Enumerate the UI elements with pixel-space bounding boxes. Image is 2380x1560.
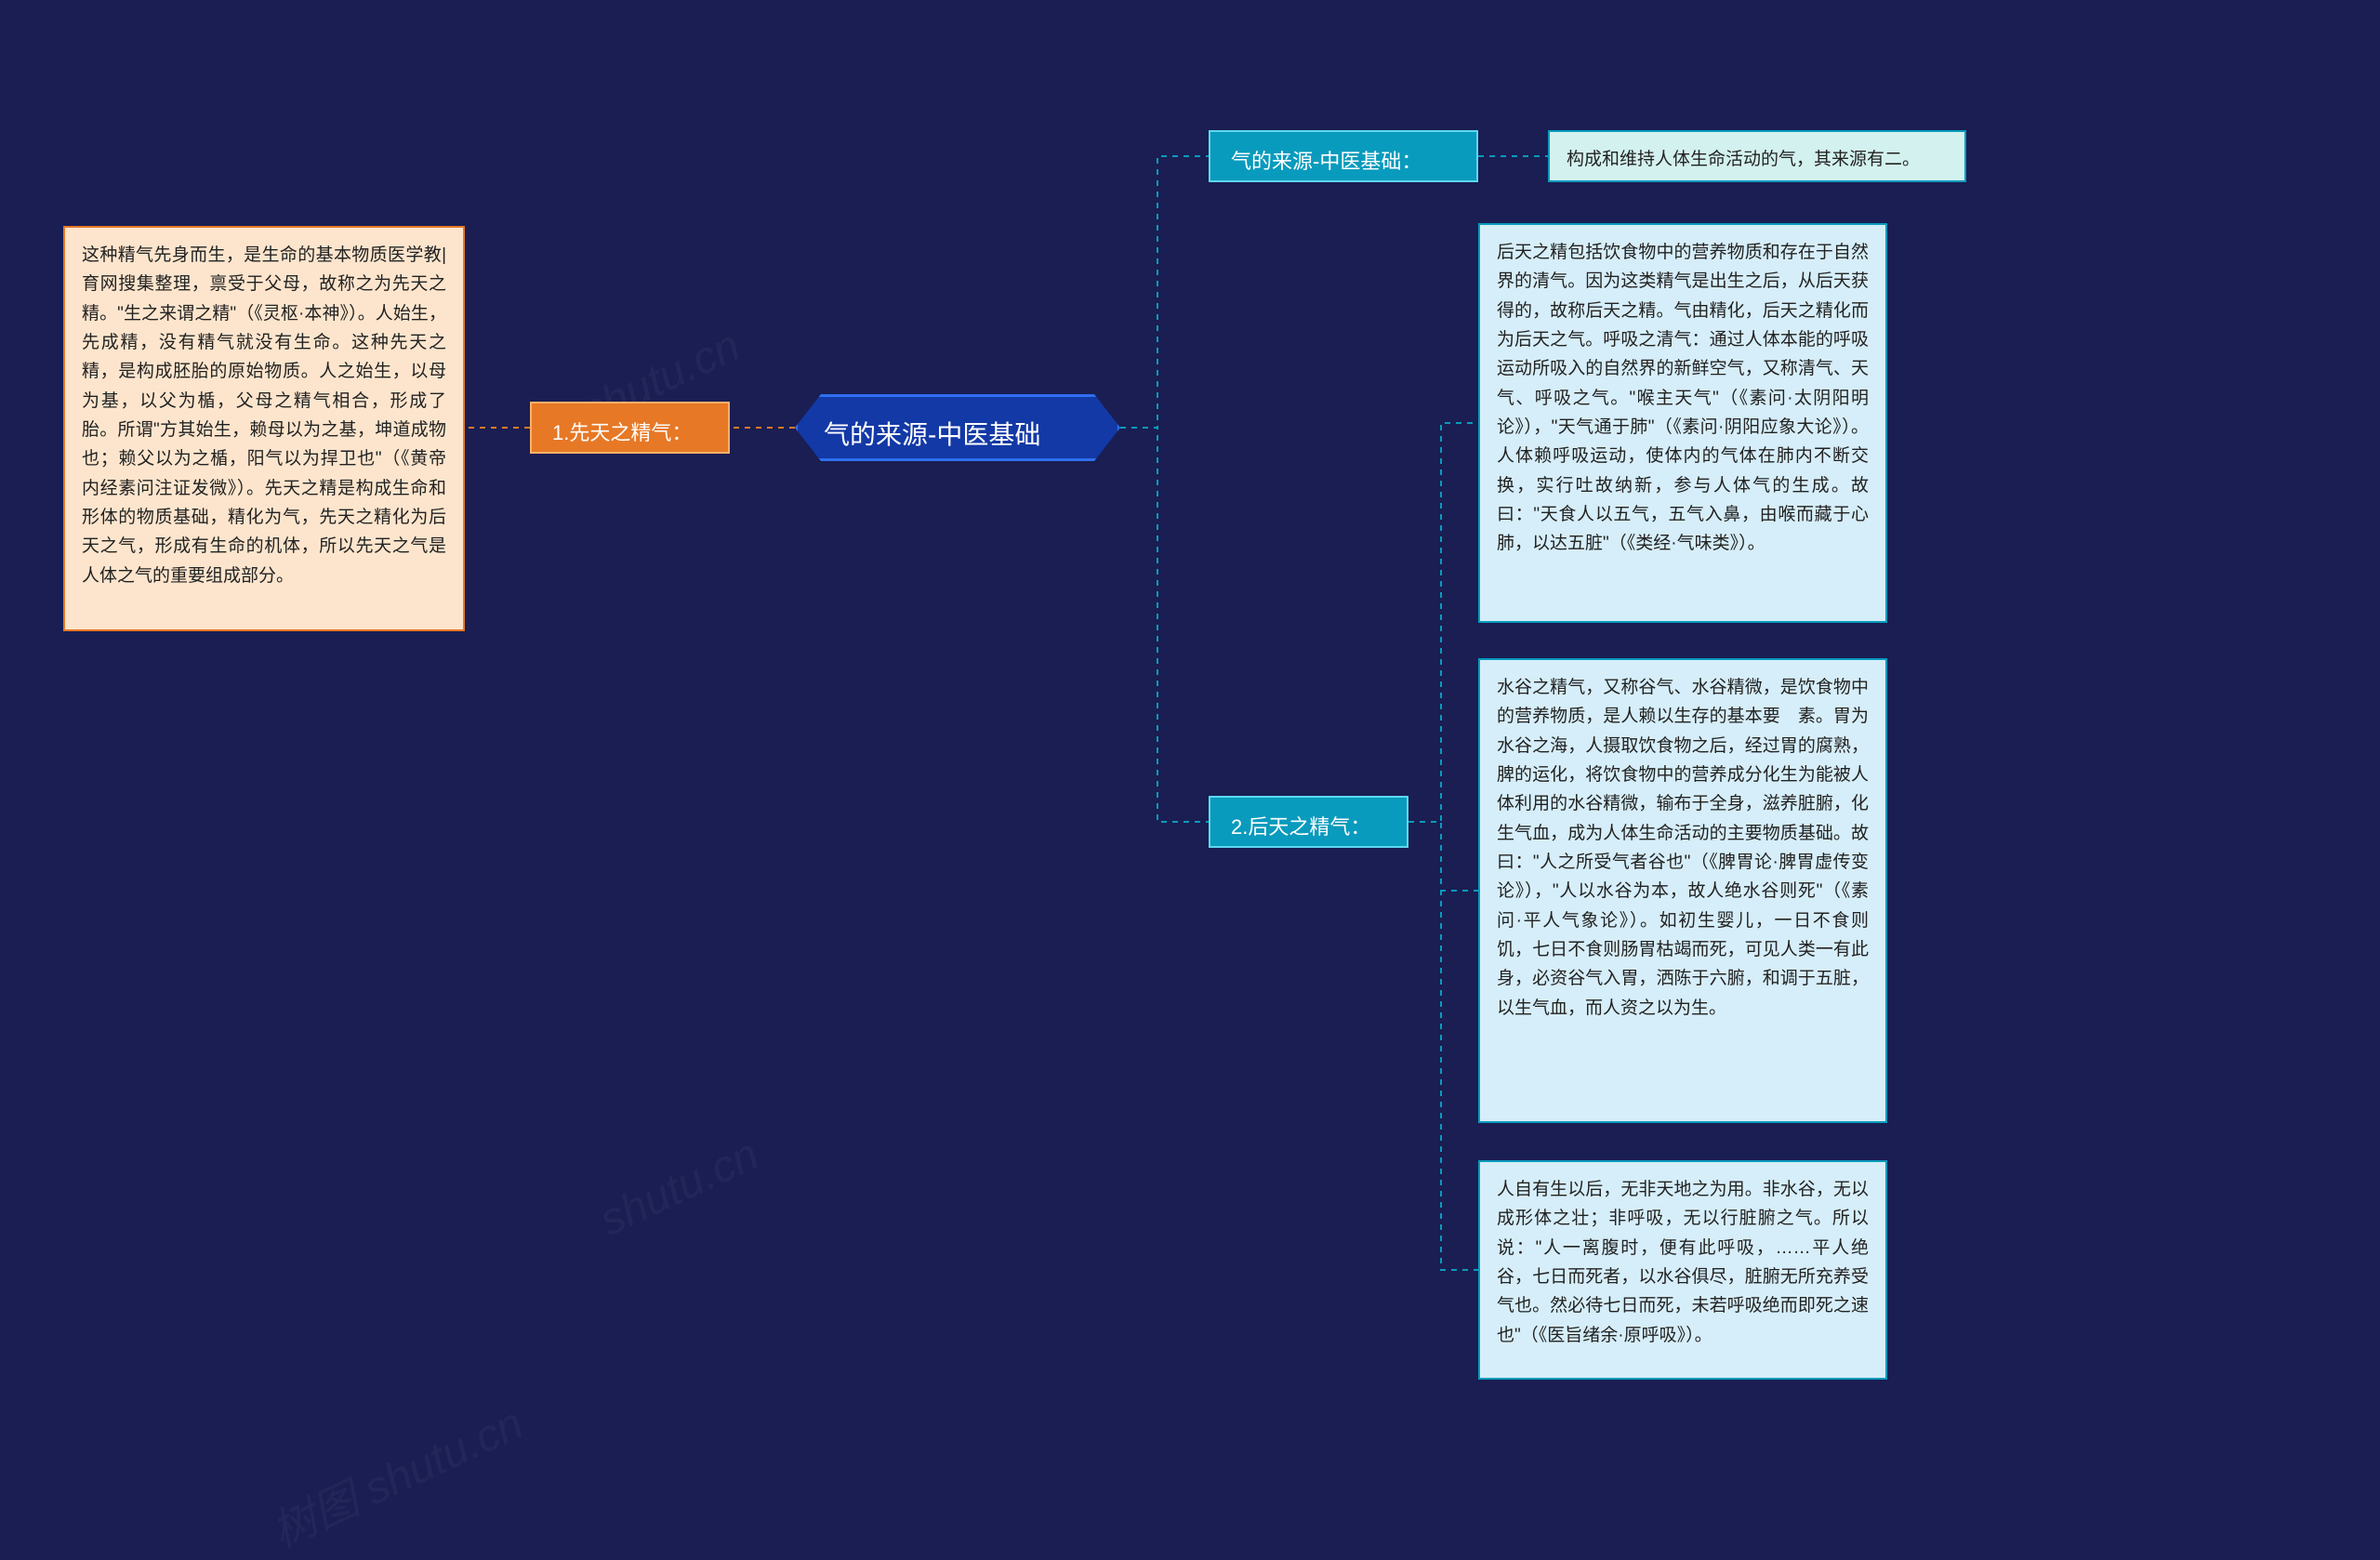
branch-label: 2.后天之精气： [1231, 815, 1370, 839]
leaf-houtian-2[interactable]: 水谷之精气，又称谷气、水谷精微，是饮食物中的营养物质，是人赖以生存的基本要 素。… [1478, 658, 1887, 1123]
root-node[interactable]: 气的来源-中医基础 [795, 394, 1120, 461]
watermark: shutu.cn [592, 1129, 767, 1247]
leaf-text: 构成和维持人体生命活动的气，其来源有二。 [1567, 150, 1920, 169]
leaf-houtian-1[interactable]: 后天之精包括饮食物中的营养物质和存在于自然界的清气。因为这类精气是出生之后，从后… [1478, 223, 1887, 623]
branch-houtian[interactable]: 2.后天之精气： [1209, 796, 1408, 848]
branch-laiyuan[interactable]: 气的来源-中医基础： [1209, 130, 1478, 182]
leaf-text: 水谷之精气，又称谷气、水谷精微，是饮食物中的营养物质，是人赖以生存的基本要 素。… [1497, 678, 1869, 1018]
leaf-laiyuan-1[interactable]: 构成和维持人体生命活动的气，其来源有二。 [1548, 130, 1966, 182]
leaf-text: 后天之精包括饮食物中的营养物质和存在于自然界的清气。因为这类精气是出生之后，从后… [1497, 243, 1869, 553]
leaf-houtian-3[interactable]: 人自有生以后，无非天地之为用。非水谷，无以成形体之壮；非呼吸，无以行脏腑之气。所… [1478, 1160, 1887, 1380]
leaf-text: 这种精气先身而生，是生命的基本物质医学教|育网搜集整理，禀受于父母，故称之为先天… [82, 245, 446, 586]
branch-label: 1.先天之精气： [552, 421, 692, 444]
leaf-text: 人自有生以后，无非天地之为用。非水谷，无以成形体之壮；非呼吸，无以行脏腑之气。所… [1497, 1180, 1869, 1345]
leaf-xiantian-1[interactable]: 这种精气先身而生，是生命的基本物质医学教|育网搜集整理，禀受于父母，故称之为先天… [63, 226, 465, 631]
branch-label: 气的来源-中医基础： [1231, 150, 1421, 173]
watermark: 树图 shutu.cn [259, 1387, 532, 1560]
branch-xiantian[interactable]: 1.先天之精气： [530, 402, 730, 454]
root-label: 气的来源-中医基础 [824, 420, 1040, 449]
connector-layer [0, 0, 2380, 1483]
